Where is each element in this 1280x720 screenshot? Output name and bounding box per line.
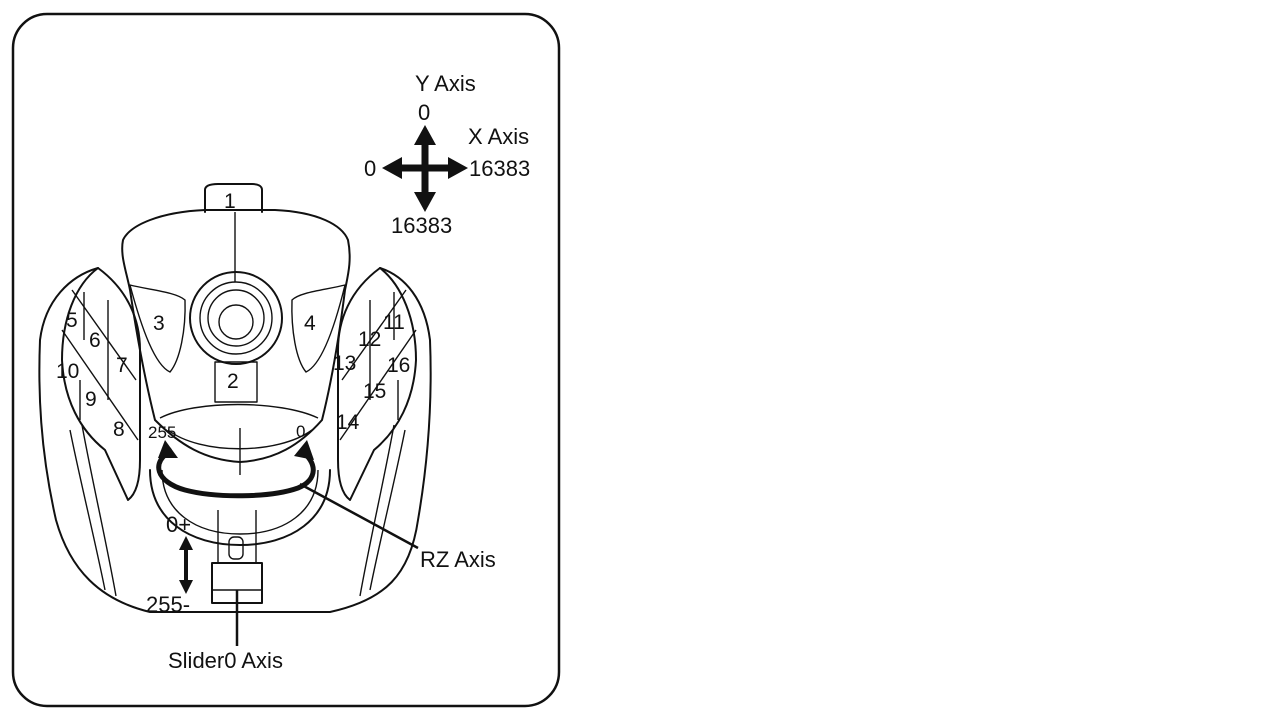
button-8-label: 8 bbox=[113, 418, 125, 441]
rz-axis-leader-line bbox=[299, 482, 419, 550]
button-1-label: 1 bbox=[224, 190, 236, 213]
slider-axis-title: Slider0 Axis bbox=[168, 648, 283, 673]
rz-rotation-arrow-icon bbox=[156, 440, 316, 499]
button-13-label: 13 bbox=[333, 352, 356, 375]
button-10-label: 10 bbox=[56, 360, 79, 383]
y-axis-min-value: 0 bbox=[418, 100, 430, 125]
joystick-illustration bbox=[38, 183, 432, 613]
button-7-label: 7 bbox=[116, 354, 128, 377]
x-axis-min-value: 0 bbox=[364, 156, 376, 181]
button-12-label: 12 bbox=[358, 328, 381, 351]
button-9-label: 9 bbox=[85, 388, 97, 411]
button-4-label: 4 bbox=[304, 312, 316, 335]
button-11-label: 11 bbox=[383, 311, 405, 334]
button-15-label: 15 bbox=[363, 380, 386, 403]
y-axis-title: Y Axis bbox=[415, 71, 476, 96]
button-5-label: 5 bbox=[66, 309, 78, 332]
y-axis-max-value: 16383 bbox=[391, 213, 452, 238]
slider-bottom-value: 255- bbox=[146, 592, 190, 617]
x-axis-max-value: 16383 bbox=[469, 156, 530, 181]
slider-top-value: 0+ bbox=[166, 512, 191, 537]
rz-axis-title: RZ Axis bbox=[420, 547, 496, 572]
button-16-label: 16 bbox=[387, 354, 410, 377]
button-14-label: 14 bbox=[336, 411, 360, 434]
x-axis-title: X Axis bbox=[468, 124, 529, 149]
axis-cross-arrows-icon bbox=[382, 125, 468, 212]
button-6-label: 6 bbox=[89, 329, 101, 352]
rz-axis-right-value: 0 bbox=[296, 422, 305, 441]
slider-double-arrow-icon bbox=[179, 536, 193, 594]
diagram-frame bbox=[11, 12, 561, 708]
rz-axis-left-value: 255 bbox=[148, 423, 176, 442]
button-3-label: 3 bbox=[153, 312, 165, 335]
button-2-label: 2 bbox=[227, 370, 239, 393]
